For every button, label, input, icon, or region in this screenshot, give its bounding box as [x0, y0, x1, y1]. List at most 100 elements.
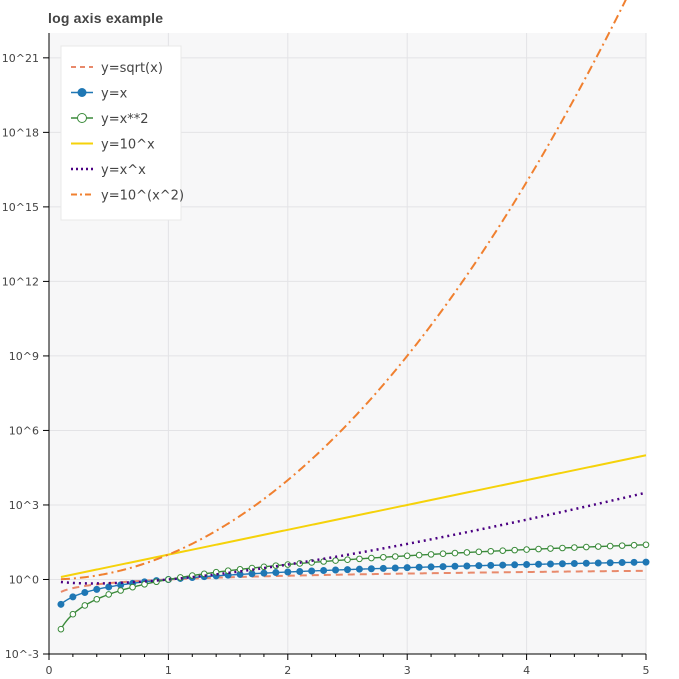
x-tick-label: 4 — [523, 664, 530, 677]
series-10-x-2- — [60, 0, 627, 581]
data-point — [475, 548, 483, 556]
data-point — [571, 544, 578, 551]
legend-item: y=x^x — [71, 163, 146, 178]
data-point — [642, 558, 650, 566]
data-point — [523, 546, 530, 553]
data-point — [367, 565, 375, 573]
y-tick-label: 10^21 — [2, 52, 39, 65]
legend-marker — [77, 113, 87, 123]
data-point — [535, 545, 542, 553]
y-tick-label: 10^18 — [2, 126, 39, 139]
data-point — [559, 544, 566, 552]
data-point — [248, 570, 256, 578]
data-point — [57, 600, 65, 608]
data-point — [427, 563, 435, 571]
data-point — [630, 541, 638, 549]
data-point — [570, 559, 578, 567]
data-point — [451, 549, 459, 557]
data-point — [583, 543, 590, 551]
x-tick-label: 1 — [165, 664, 172, 677]
data-point — [344, 566, 351, 574]
legend-box — [60, 45, 182, 221]
data-point — [463, 562, 471, 570]
data-point — [487, 547, 495, 555]
data-point — [296, 567, 304, 575]
data-point — [260, 569, 268, 577]
x-tick-label: 5 — [643, 664, 650, 677]
data-point — [117, 587, 124, 594]
data-point — [332, 566, 340, 574]
legend-label: y=10^x — [101, 138, 155, 153]
data-point — [547, 545, 554, 552]
data-point — [403, 564, 411, 572]
legend-marker — [77, 88, 87, 97]
data-point — [81, 602, 89, 609]
chart-title: log axis example — [48, 10, 164, 26]
data-point — [141, 580, 148, 588]
legend-label: y=x — [101, 87, 128, 102]
y-tick-label: 10^12 — [2, 275, 39, 288]
data-point — [415, 563, 423, 571]
data-point — [594, 559, 602, 567]
data-point — [320, 566, 328, 574]
data-point — [582, 559, 590, 567]
data-point — [439, 550, 447, 558]
data-point — [368, 554, 375, 562]
data-point — [618, 542, 626, 549]
data-point — [332, 557, 339, 564]
data-point — [487, 561, 495, 569]
data-point — [379, 564, 387, 572]
data-point — [129, 583, 136, 591]
data-point — [380, 553, 387, 561]
data-point — [403, 552, 411, 560]
series-line — [60, 491, 647, 585]
x-tick-label: 0 — [46, 664, 53, 677]
x-tick-label: 3 — [404, 664, 411, 677]
data-point — [630, 558, 638, 566]
y-tick-label: 10^0 — [9, 573, 39, 586]
data-point — [356, 555, 363, 563]
axes: 0 1 2 3 4 5 10^-3 10^0 10^3 10^6 10^9 10^12 10^15 10^… — [2, 33, 650, 677]
legend-item: y=x — [71, 87, 128, 102]
x-tick-label: 2 — [284, 664, 291, 677]
data-point — [439, 563, 447, 571]
data-point — [475, 562, 483, 570]
data-point — [606, 542, 614, 550]
data-point — [284, 568, 292, 576]
data-point — [618, 559, 626, 567]
series-layer — [57, 0, 650, 633]
y-tick-label: 10^-3 — [5, 648, 39, 661]
data-point — [511, 546, 518, 554]
data-point — [105, 591, 112, 598]
legend: y=sqrt(x) y=x y=x**2 y=10^x y=x^x y=10^(x^2) — [60, 45, 184, 221]
data-point — [93, 595, 101, 603]
data-point — [308, 567, 316, 575]
data-point — [165, 576, 172, 583]
data-point — [535, 560, 543, 568]
legend-label: y=sqrt(x) — [101, 61, 163, 76]
legend-item: y=sqrt(x) — [71, 61, 163, 76]
y-tick-label: 10^9 — [9, 350, 39, 363]
data-point — [344, 556, 351, 564]
data-point — [355, 565, 363, 573]
y-tick-label: 10^15 — [2, 201, 39, 214]
data-point — [57, 625, 65, 633]
legend-label: y=x**2 — [101, 112, 149, 127]
legend-label: y=10^(x^2) — [101, 189, 184, 204]
data-point — [523, 561, 531, 569]
data-point — [499, 561, 507, 569]
y-tick-label: 10^6 — [9, 424, 39, 437]
data-point — [391, 564, 399, 572]
legend-label: y=x^x — [101, 163, 146, 178]
data-point — [69, 610, 77, 618]
data-point — [606, 559, 614, 567]
data-point — [415, 551, 423, 559]
data-point — [511, 561, 519, 569]
data-point — [391, 553, 399, 560]
data-point — [105, 583, 113, 591]
data-point — [69, 593, 77, 601]
legend-item: y=10^(x^2) — [71, 189, 184, 204]
data-point — [451, 562, 459, 570]
data-point — [594, 543, 602, 550]
